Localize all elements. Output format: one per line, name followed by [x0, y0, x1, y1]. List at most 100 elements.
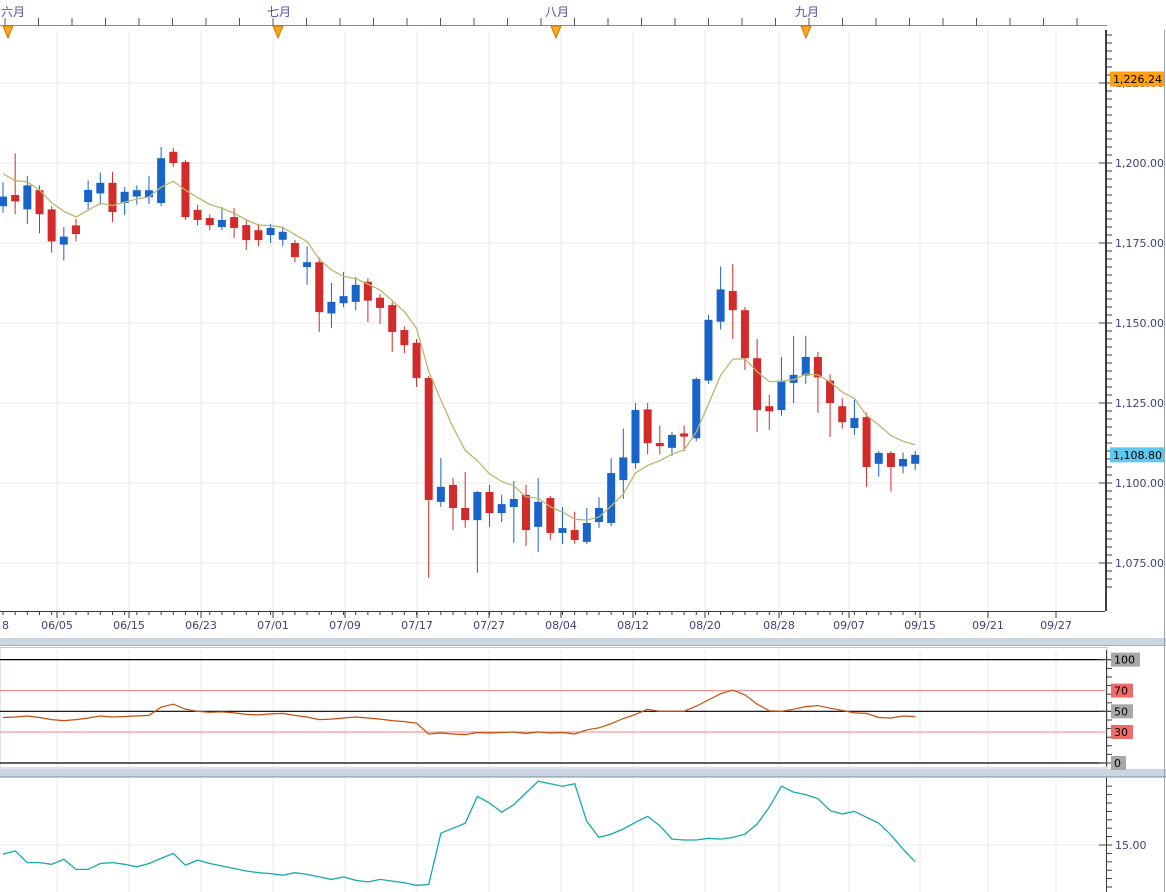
candle-bullish — [631, 410, 640, 464]
candle-bullish — [327, 301, 336, 314]
candle-bearish — [424, 378, 433, 500]
panel-splitter-top[interactable] — [0, 637, 1166, 646]
date-label: 07/17 — [401, 619, 433, 632]
price-tick-label: 1,150.00 — [1115, 317, 1164, 330]
candle-bullish — [667, 435, 676, 448]
candle-bearish — [813, 356, 822, 378]
candle-bullish — [266, 227, 275, 235]
candle-bullish — [84, 189, 93, 203]
candle-bearish — [546, 498, 555, 533]
candle-bearish — [522, 494, 531, 531]
oscillator-level-badge-label: 100 — [1114, 654, 1135, 667]
price-tick-label: 1,100.00 — [1115, 477, 1164, 490]
candle-bearish — [363, 281, 372, 301]
candle-bullish — [132, 190, 141, 197]
candle-bearish — [47, 209, 56, 242]
date-label: 06/05 — [41, 619, 73, 632]
month-label: 七月 — [267, 5, 291, 19]
candle-bullish — [473, 491, 482, 521]
candle-bullish — [339, 296, 348, 304]
candle-bearish — [315, 262, 324, 313]
candle-bearish — [290, 243, 299, 258]
candle-bullish — [96, 182, 105, 194]
oscillator-level-badge — [1111, 683, 1133, 698]
moving-average-line — [2, 173, 916, 521]
candle-bullish — [716, 289, 725, 322]
date-label: 08/20 — [689, 619, 721, 632]
date-label: 09/07 — [833, 619, 865, 632]
date-label: 08/12 — [617, 619, 649, 632]
indicator-tick-label: 15.00 — [1115, 839, 1147, 852]
last-price-badge — [1110, 447, 1164, 463]
candle-bearish — [680, 433, 689, 437]
candle-bullish — [789, 374, 798, 383]
candle-bullish — [217, 219, 226, 227]
price-tick-label: 1,200.00 — [1115, 157, 1164, 170]
oscillator-level-badge — [1111, 724, 1133, 739]
date-label: 08/04 — [545, 619, 577, 632]
candle-bearish — [862, 417, 871, 467]
high-price-badge-label: 1,226.24 — [1113, 73, 1162, 86]
month-marker-icon — [550, 25, 562, 40]
month-label: 九月 — [795, 5, 819, 19]
candle-bearish — [753, 358, 762, 411]
candle-bullish — [351, 284, 360, 302]
candle-bullish — [582, 523, 591, 542]
candle-bearish — [169, 151, 178, 163]
candle-bearish — [35, 190, 44, 215]
candle-bearish — [400, 330, 409, 346]
candle-bearish — [71, 225, 80, 235]
candle-bearish — [886, 452, 895, 467]
candle-bullish — [801, 356, 810, 376]
candle-bullish — [692, 379, 701, 439]
date-label: 07/09 — [329, 619, 361, 632]
candle-bullish — [899, 459, 908, 467]
candle-bearish — [461, 507, 470, 521]
candle-bearish — [11, 195, 20, 202]
candle-bullish — [157, 158, 166, 203]
candle-bullish — [874, 452, 883, 464]
candle-bearish — [376, 297, 385, 308]
date-label: 09/27 — [1040, 619, 1072, 632]
month-marker-icon — [272, 25, 284, 40]
date-label: 09/21 — [972, 619, 1004, 632]
date-label-partial: 8 — [2, 619, 9, 632]
panel-splitter-bottom[interactable] — [0, 768, 1166, 777]
candle-bearish — [388, 305, 397, 332]
candle-bullish — [619, 457, 628, 481]
high-price-badge — [1110, 71, 1164, 87]
candle-bearish — [254, 230, 263, 241]
candle-bullish — [607, 473, 616, 523]
candle-bullish — [303, 262, 312, 267]
oscillator-level-badge-label: 70 — [1114, 685, 1128, 698]
indicator-line — [2, 780, 916, 886]
candle-bullish — [278, 231, 287, 240]
candle-bearish — [193, 210, 202, 220]
candle-bullish — [850, 418, 859, 428]
oscillator-level-badge-label: 0 — [1114, 757, 1121, 770]
candle-bearish — [655, 443, 664, 447]
candle-bullish — [144, 190, 153, 198]
candle-bearish — [108, 182, 117, 212]
candle-bearish — [205, 218, 214, 226]
candle-bearish — [242, 225, 251, 241]
oscillator-level-badge — [1111, 756, 1126, 770]
date-label: 06/15 — [113, 619, 145, 632]
candle-bullish — [704, 319, 713, 381]
candle-bullish — [120, 191, 129, 203]
month-label: 八月 — [545, 5, 569, 19]
candle-bearish — [643, 409, 652, 443]
date-label: 08/28 — [763, 619, 795, 632]
candle-bearish — [838, 406, 847, 423]
candle-bullish — [911, 454, 920, 464]
candle-bullish — [509, 499, 518, 507]
candle-bullish — [59, 236, 68, 245]
candle-bearish — [485, 491, 494, 514]
month-marker-icon — [800, 25, 812, 40]
candle-bearish — [826, 380, 835, 403]
oscillator-line — [2, 689, 916, 736]
candle-bullish — [0, 196, 7, 207]
price-tick-label: 1,175.00 — [1115, 237, 1164, 250]
